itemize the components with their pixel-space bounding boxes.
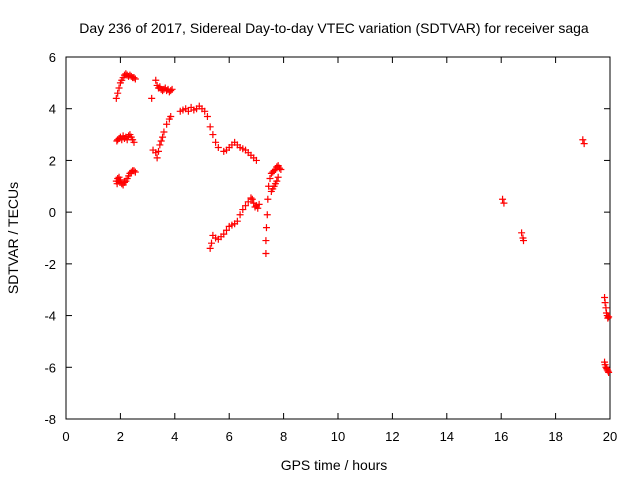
data-point [247,194,255,202]
data-point [152,76,160,84]
data-point [206,244,214,252]
x-tick-label: 0 [62,429,69,444]
data-point [148,94,156,102]
data-point [112,94,120,102]
data-point [222,226,230,234]
data-point [163,120,171,128]
y-tick-label: -2 [44,257,56,272]
data-point [244,198,252,206]
y-tick-label: 6 [49,50,56,65]
data-point [154,147,162,155]
chart-title: Day 236 of 2017, Sidereal Day-to-day VTE… [79,20,589,36]
data-point [605,313,613,321]
data-point [206,123,214,131]
data-point [277,165,285,173]
data-point [214,144,222,151]
data-point [254,204,262,212]
x-tick-label: 14 [440,429,454,444]
data-point [201,107,209,115]
data-point [262,237,270,245]
data-point [248,195,256,203]
y-tick-label: -8 [44,412,56,427]
x-tick-label: 2 [117,429,124,444]
x-axis-label: GPS time / hours [281,457,388,473]
data-point [131,168,139,176]
data-point [115,84,123,92]
data-point [167,112,175,120]
data-point [266,175,274,183]
data-point [168,85,176,93]
y-axis-label: SDTVAR / TECUs [5,182,21,294]
axis-tick-labels: 0 2 4 6 8 10 12 14 16 18 20 -8 -6 -4 -2 0 2 4 6 [44,50,617,444]
data-point [262,224,270,232]
data-point [116,176,124,184]
data-point [263,211,271,219]
data-point [203,112,211,120]
y-tick-label: 4 [49,102,56,117]
data-point [131,75,139,83]
data-point [159,133,167,141]
data-point [120,178,128,186]
data-point [264,195,272,203]
data-point [274,173,282,181]
data-point [239,206,247,214]
data-point [270,167,278,175]
data-point [499,195,507,203]
data-point [262,250,270,258]
data-point [130,138,138,146]
data-point [242,202,250,210]
data-point [605,368,613,376]
data-point [273,177,281,185]
data-point [252,156,260,164]
data-point [157,137,165,145]
y-tick-label: -4 [44,309,56,324]
data-point [156,141,164,149]
plot-frame [65,56,611,420]
data-point [208,239,216,247]
x-tick-label: 8 [280,429,287,444]
data-point [233,217,241,225]
data-point [518,229,526,237]
data-point [114,89,122,97]
data-point [500,199,508,207]
x-tick-label: 4 [171,429,178,444]
data-point [255,200,263,208]
data-point [220,230,228,238]
data-point [601,299,609,307]
x-tick-label: 18 [548,429,562,444]
data-point [160,128,168,136]
data-point [212,138,220,146]
x-tick-label: 20 [603,429,617,444]
axis-ticks [65,56,611,420]
data-point [167,87,175,95]
data-point [580,140,588,148]
data-point [184,107,192,115]
data-point [130,74,138,82]
data-point [130,167,138,175]
y-tick-label: 0 [49,205,56,220]
data-points [112,70,613,376]
data-point [520,237,528,245]
y-tick-label: 2 [49,153,56,168]
data-point [236,211,244,219]
data-point [276,164,284,172]
data-point [579,136,587,144]
x-tick-label: 6 [226,429,233,444]
y-tick-label: -6 [44,360,56,375]
x-tick-label: 10 [331,429,345,444]
x-tick-label: 12 [385,429,399,444]
data-point [604,314,612,322]
data-point [209,131,217,139]
x-tick-label: 16 [494,429,508,444]
data-point [153,154,161,162]
